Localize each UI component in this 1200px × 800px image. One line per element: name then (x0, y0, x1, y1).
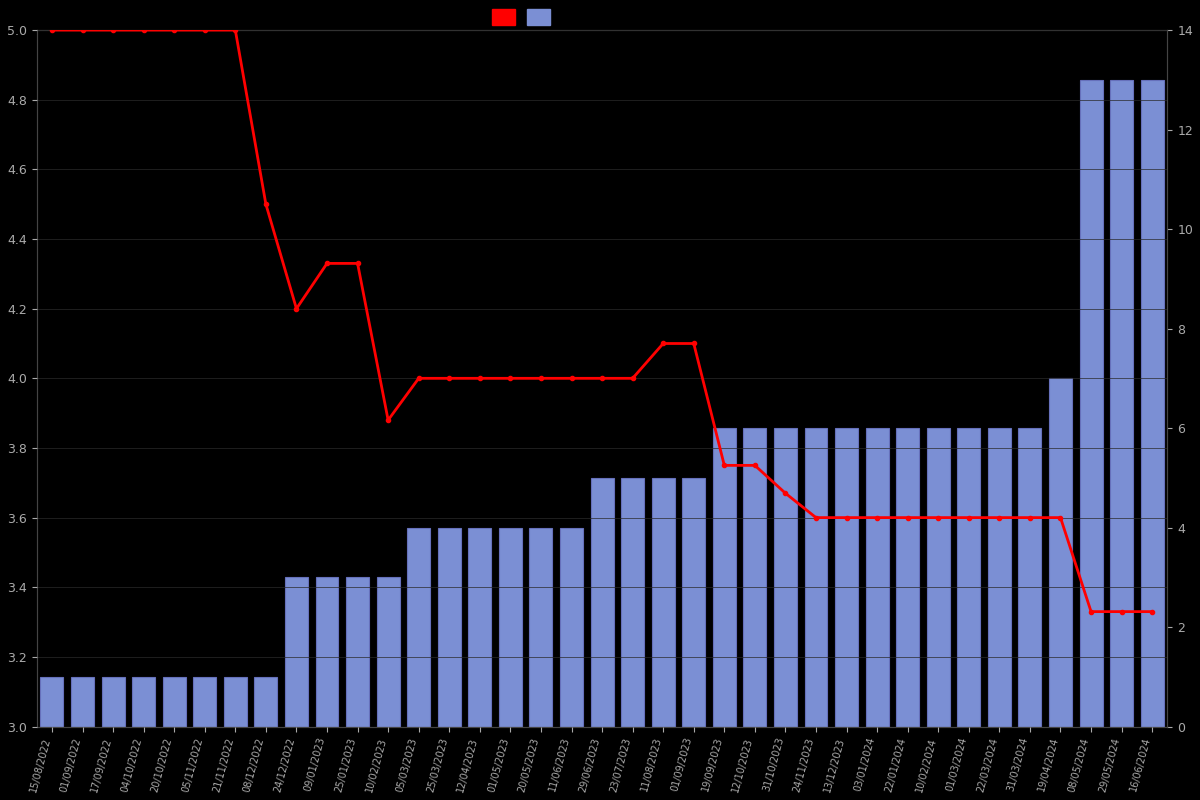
Bar (1110, 80, 1133, 726)
Bar (652, 478, 674, 726)
Bar (774, 428, 797, 726)
Bar (316, 578, 338, 726)
Bar (1080, 80, 1103, 726)
Bar (529, 527, 552, 726)
Bar (683, 478, 706, 726)
Bar (193, 677, 216, 726)
Bar (377, 578, 400, 726)
Bar (1019, 428, 1042, 726)
Bar (622, 478, 644, 726)
Bar (132, 677, 155, 726)
Bar (438, 527, 461, 726)
Legend: , : , (486, 3, 560, 31)
Bar (835, 428, 858, 726)
Bar (896, 428, 919, 726)
Bar (254, 677, 277, 726)
Bar (1049, 378, 1072, 726)
Bar (713, 428, 736, 726)
Bar (284, 578, 308, 726)
Bar (988, 428, 1010, 726)
Bar (224, 677, 247, 726)
Bar (41, 677, 64, 726)
Bar (163, 677, 186, 726)
Bar (926, 428, 949, 726)
Bar (468, 527, 491, 726)
Bar (804, 428, 828, 726)
Bar (407, 527, 430, 726)
Bar (560, 527, 583, 726)
Bar (865, 428, 888, 726)
Bar (590, 478, 613, 726)
Bar (346, 578, 370, 726)
Bar (744, 428, 767, 726)
Bar (102, 677, 125, 726)
Bar (71, 677, 94, 726)
Bar (958, 428, 980, 726)
Bar (499, 527, 522, 726)
Bar (1141, 80, 1164, 726)
